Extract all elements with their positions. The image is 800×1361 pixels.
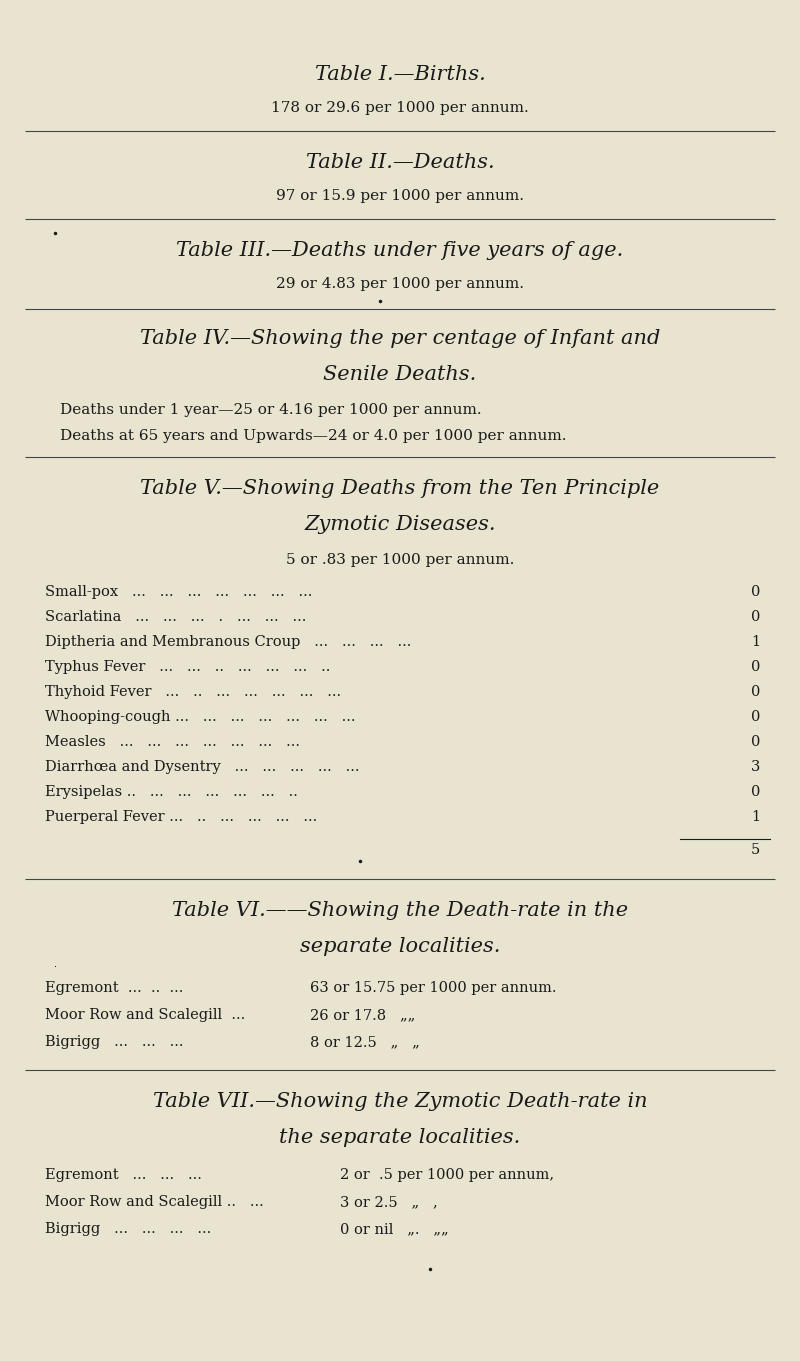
Text: 3 or 2.5   „   ,: 3 or 2.5 „ ,: [340, 1195, 438, 1209]
Text: Table III.—Deaths under five years of age.: Table III.—Deaths under five years of ag…: [176, 241, 624, 260]
Text: Deaths under 1 year—25 or 4.16 per 1000 per annum.: Deaths under 1 year—25 or 4.16 per 1000 …: [60, 403, 482, 416]
Text: Table IV.—Showing the per centage of Infant and: Table IV.—Showing the per centage of Inf…: [140, 329, 660, 348]
Text: 63 or 15.75 per 1000 per annum.: 63 or 15.75 per 1000 per annum.: [310, 981, 557, 995]
Text: Measles   ...   ...   ...   ...   ...   ...   ...: Measles ... ... ... ... ... ... ...: [45, 735, 300, 749]
Text: Puerperal Fever ...   ..   ...   ...   ...   ...: Puerperal Fever ... .. ... ... ... ...: [45, 810, 318, 823]
Text: Table I.—Births.: Table I.—Births.: [314, 65, 486, 84]
Text: 0 or nil   „.   „„: 0 or nil „. „„: [340, 1222, 449, 1236]
Text: Table V.—Showing Deaths from the Ten Principle: Table V.—Showing Deaths from the Ten Pri…: [140, 479, 660, 498]
Text: 29 or 4.83 per 1000 per annum.: 29 or 4.83 per 1000 per annum.: [276, 278, 524, 291]
Text: Moor Row and Scalegill  ...: Moor Row and Scalegill ...: [45, 1009, 246, 1022]
Text: 5: 5: [750, 842, 760, 857]
Text: 0: 0: [750, 710, 760, 724]
Text: 97 or 15.9 per 1000 per annum.: 97 or 15.9 per 1000 per annum.: [276, 189, 524, 203]
Text: 0: 0: [750, 785, 760, 799]
Text: Erysipelas ..   ...   ...   ...   ...   ...   ..: Erysipelas .. ... ... ... ... ... ..: [45, 785, 298, 799]
Text: Senile Deaths.: Senile Deaths.: [323, 365, 477, 384]
Text: Small-pox   ...   ...   ...   ...   ...   ...   ...: Small-pox ... ... ... ... ... ... ...: [45, 585, 312, 599]
Text: 0: 0: [750, 585, 760, 599]
Text: 8 or 12.5   „   „: 8 or 12.5 „ „: [310, 1034, 420, 1049]
Text: 0: 0: [750, 735, 760, 749]
Text: Whooping-cough ...   ...   ...   ...   ...   ...   ...: Whooping-cough ... ... ... ... ... ... .…: [45, 710, 355, 724]
Text: Bigrigg   ...   ...   ...: Bigrigg ... ... ...: [45, 1034, 183, 1049]
Text: Zymotic Diseases.: Zymotic Diseases.: [304, 514, 496, 534]
Text: 5 or .83 per 1000 per annum.: 5 or .83 per 1000 per annum.: [286, 553, 514, 568]
Text: 178 or 29.6 per 1000 per annum.: 178 or 29.6 per 1000 per annum.: [271, 101, 529, 114]
Text: 0: 0: [750, 660, 760, 674]
Text: separate localities.: separate localities.: [300, 936, 500, 955]
Text: Thyhoid Fever   ...   ..   ...   ...   ...   ...   ...: Thyhoid Fever ... .. ... ... ... ... ...: [45, 685, 341, 700]
Text: Table VII.—Showing the Zymotic Death-rate in: Table VII.—Showing the Zymotic Death-rat…: [153, 1092, 647, 1111]
Text: the separate localities.: the separate localities.: [279, 1128, 521, 1147]
Text: 2 or  .5 per 1000 per annum,: 2 or .5 per 1000 per annum,: [340, 1168, 554, 1181]
Text: 3: 3: [750, 759, 760, 774]
Text: Moor Row and Scalegill ..   ...: Moor Row and Scalegill .. ...: [45, 1195, 264, 1209]
Text: Bigrigg   ...   ...   ...   ...: Bigrigg ... ... ... ...: [45, 1222, 211, 1236]
Text: Table VI.——Showing the Death-rate in the: Table VI.——Showing the Death-rate in the: [172, 901, 628, 920]
Text: 26 or 17.8   „„: 26 or 17.8 „„: [310, 1009, 415, 1022]
Text: Typhus Fever   ...   ...   ..   ...   ...   ...   ..: Typhus Fever ... ... .. ... ... ... ..: [45, 660, 330, 674]
Text: Scarlatina   ...   ...   ...   .   ...   ...   ...: Scarlatina ... ... ... . ... ... ...: [45, 610, 306, 623]
Text: Table II.—Deaths.: Table II.—Deaths.: [306, 152, 494, 171]
Text: Deaths at 65 years and Upwards—24 or 4.0 per 1000 per annum.: Deaths at 65 years and Upwards—24 or 4.0…: [60, 429, 566, 442]
Text: 0: 0: [750, 685, 760, 700]
Text: 0: 0: [750, 610, 760, 623]
Text: 1: 1: [751, 810, 760, 823]
Text: 1: 1: [751, 636, 760, 649]
Text: Egremont   ...   ...   ...: Egremont ... ... ...: [45, 1168, 202, 1181]
Text: Diarrhœa and Dysentry   ...   ...   ...   ...   ...: Diarrhœa and Dysentry ... ... ... ... ..…: [45, 759, 359, 774]
Text: Egremont  ...  ..  ...: Egremont ... .. ...: [45, 981, 183, 995]
Text: Diptheria and Membranous Croup   ...   ...   ...   ...: Diptheria and Membranous Croup ... ... .…: [45, 636, 411, 649]
